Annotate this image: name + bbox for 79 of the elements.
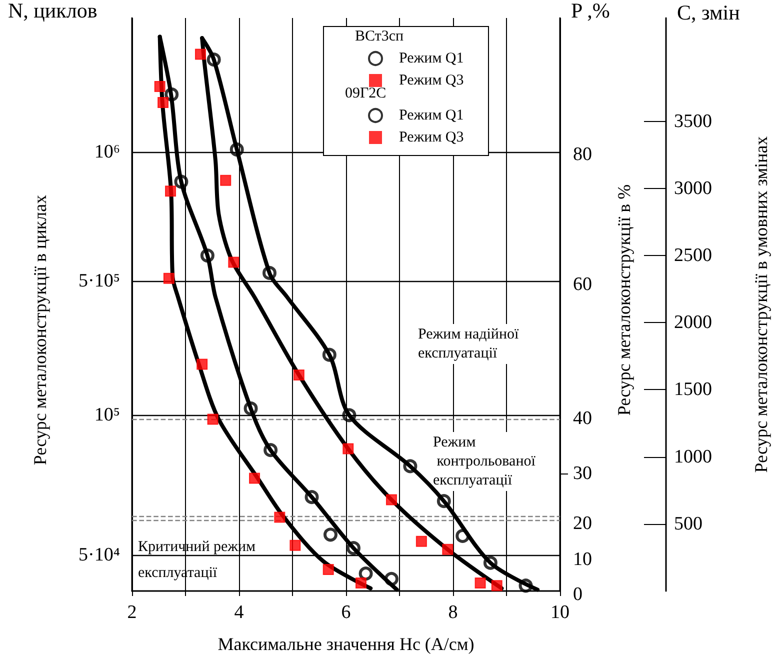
text: 20 xyxy=(573,513,592,534)
text: P ,% xyxy=(571,0,610,22)
point xyxy=(262,266,276,280)
point xyxy=(165,186,176,197)
text: 60 xyxy=(573,274,592,295)
point xyxy=(154,80,166,92)
point xyxy=(355,577,366,588)
point xyxy=(194,48,206,60)
y-tick-label: 3000 xyxy=(674,178,712,199)
x-tick-label: 10 xyxy=(550,602,570,623)
x-tick-label: 8 xyxy=(448,602,458,623)
point xyxy=(491,580,502,592)
point xyxy=(342,408,356,422)
point xyxy=(474,577,486,588)
x-tick-label: 4 xyxy=(234,602,244,623)
y2-axis-title: Ресурс металоконструкції в % xyxy=(614,184,634,416)
y-tick-label: 500 xyxy=(674,513,702,534)
point xyxy=(164,87,179,102)
point xyxy=(158,97,169,108)
point xyxy=(384,572,398,586)
point xyxy=(174,174,188,189)
y-tick-label: 3500 xyxy=(674,110,712,132)
point xyxy=(274,512,286,523)
point xyxy=(346,541,360,556)
point xyxy=(342,443,354,454)
point xyxy=(206,52,221,67)
text: 30 xyxy=(573,463,592,484)
point xyxy=(200,248,214,263)
legend-label: Режим Q1 xyxy=(399,50,464,66)
point xyxy=(244,402,258,416)
legend-label: Режим Q3 xyxy=(399,72,464,88)
x-axis-title: Максимальне значення Hc (А/см) xyxy=(218,634,474,654)
point xyxy=(436,494,451,508)
y-tick-label: 1500 xyxy=(674,379,712,400)
text: N, циклов xyxy=(8,0,98,22)
ref-line-label: 5·10⁴ xyxy=(78,544,120,566)
point xyxy=(322,564,334,576)
x-tick-label: 6 xyxy=(341,602,351,623)
point xyxy=(304,490,319,504)
point xyxy=(264,443,278,458)
ref-line-label: 5·10⁵ xyxy=(78,270,120,292)
point xyxy=(293,369,304,380)
ref-line-label: 10⁶ xyxy=(94,142,120,163)
point xyxy=(483,556,498,570)
point xyxy=(220,174,232,186)
point xyxy=(518,578,533,593)
legend-label: Режим Q3 xyxy=(399,130,464,146)
point xyxy=(358,566,373,581)
point xyxy=(403,459,418,474)
text: 10 xyxy=(573,549,592,570)
point xyxy=(386,494,397,506)
y-tick-label: 2000 xyxy=(674,312,712,334)
point xyxy=(249,472,260,484)
annotation: Режим надійної експлуатації xyxy=(418,326,520,362)
x-tick-label: 2 xyxy=(127,602,137,623)
text: C, змін xyxy=(677,0,740,24)
text: 0 xyxy=(573,584,582,605)
ref-line-label: 10⁵ xyxy=(94,404,120,426)
point xyxy=(442,544,454,555)
y-axis-title: Ресурс металоконструкції в умовних змінах xyxy=(751,136,771,473)
point xyxy=(323,528,338,542)
point xyxy=(322,348,336,362)
point xyxy=(416,536,427,547)
y-tick-label: 1000 xyxy=(674,446,712,468)
point xyxy=(207,414,218,425)
y3-axis-title: Ресурс металоконструкції в циклах xyxy=(30,194,50,466)
point xyxy=(290,540,301,551)
point xyxy=(196,358,208,370)
text: 40 xyxy=(573,408,592,429)
legend-label: Режим Q1 xyxy=(399,108,464,124)
point xyxy=(163,272,174,284)
point xyxy=(456,528,470,543)
y-tick-label: 2500 xyxy=(674,245,712,266)
point xyxy=(228,256,240,268)
point xyxy=(230,142,244,157)
annotation: Режим контрольованої експлуатації xyxy=(433,434,536,488)
annotation: 09Г2С xyxy=(345,86,386,102)
text: 80 xyxy=(573,144,592,165)
annotation: ВСт3сп xyxy=(355,28,404,44)
